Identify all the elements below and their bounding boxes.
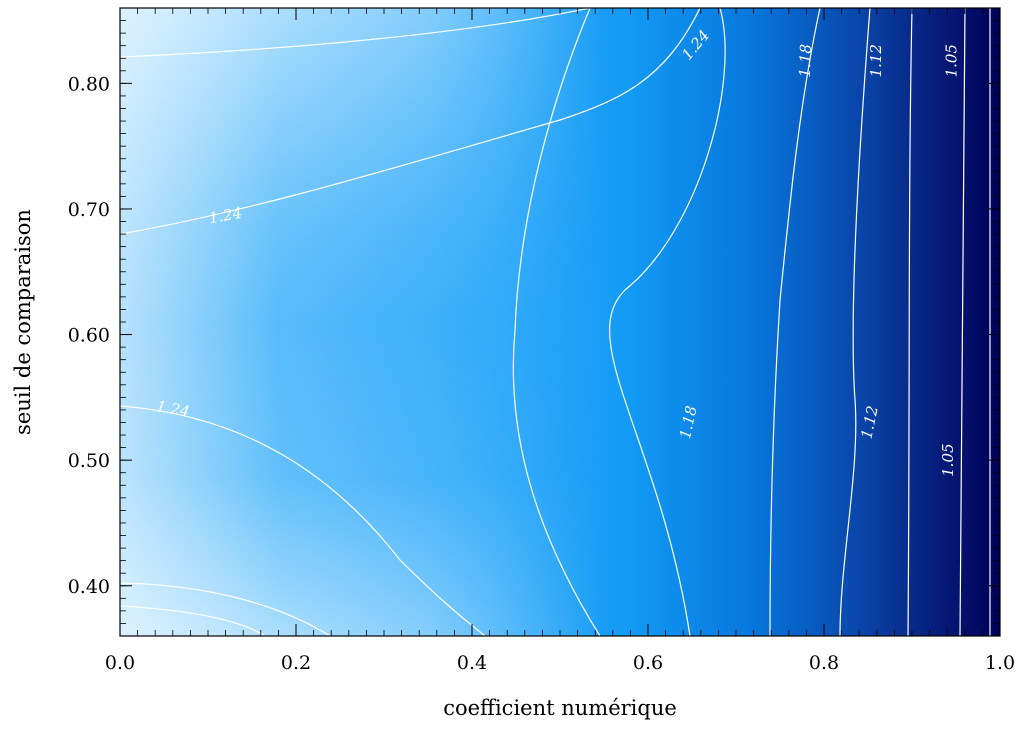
contour-line-1-24-upper [120,8,701,235]
contour-line-1-12 [839,8,871,636]
x-axis: 0.0 0.2 0.4 0.6 0.8 1.0 [105,8,1015,674]
y-tick-label: 0.50 [68,450,110,472]
contour-line-1-12-b [907,8,913,636]
x-axis-title: coefficient numérique [443,696,677,720]
x-tick-label: 0.0 [105,652,135,674]
contour-label: 1.12 [867,44,885,77]
y-tick-label: 0.40 [68,576,110,598]
contour-label: 1.24 [207,204,243,228]
x-tick-label: 0.2 [281,652,311,674]
contour-label: 1.24 [155,397,191,421]
y-tick-label: 0.60 [68,325,110,347]
y-axis-title: seuil de comparaison [11,209,35,435]
contour-line-1-24-lower [120,405,486,636]
y-tick-label: 0.70 [68,199,110,221]
y-tick-label: 0.80 [68,73,110,95]
plot-area: 1.241.241.241.181.181.121.121.051.05 [120,8,1000,636]
contour-label: 1.18 [796,44,815,78]
contour-line-1-18 [609,8,726,636]
contour-line-lowleft [120,582,331,636]
contour-fill-haze [120,8,1000,636]
contour-label: 1.05 [942,44,960,77]
x-tick-label: 0.4 [457,652,487,674]
x-tick-label: 1.0 [985,652,1015,674]
contour-label: 1.05 [939,443,957,476]
x-tick-label: 0.8 [809,652,839,674]
contour-line-1-18-left [512,8,601,636]
y-axis: 0.40 0.50 0.60 0.70 0.80 [68,7,1000,637]
x-tick-label: 0.6 [633,652,663,674]
contour-line-1-18-b [769,8,821,636]
contour-line-1-24-top [120,8,591,58]
contour-line-lowleft-2 [120,605,266,636]
